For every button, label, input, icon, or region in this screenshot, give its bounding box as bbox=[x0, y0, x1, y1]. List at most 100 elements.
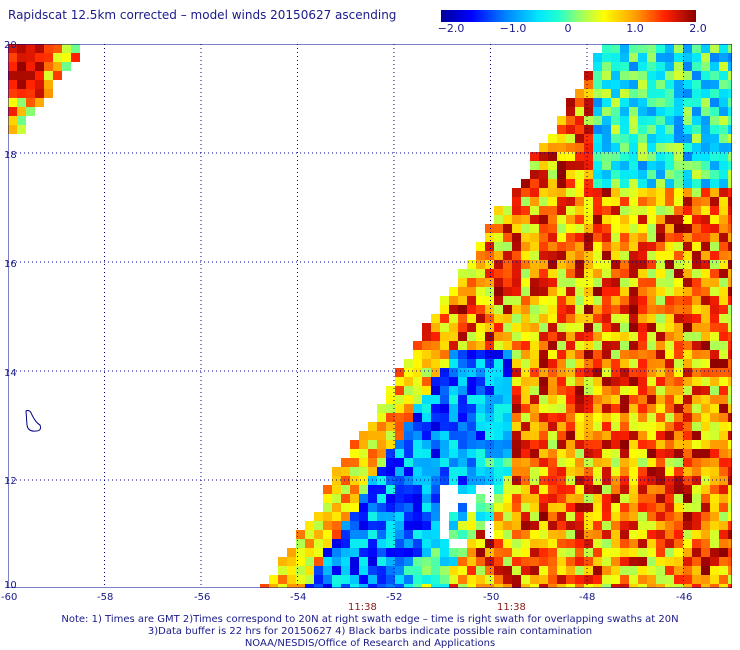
swath-cell bbox=[548, 467, 557, 476]
swath-cell bbox=[710, 98, 719, 107]
swath-cell bbox=[467, 296, 476, 305]
swath-cell bbox=[584, 341, 593, 350]
swath-cell bbox=[575, 584, 584, 588]
swath-cell bbox=[647, 377, 656, 386]
swath-cell bbox=[548, 269, 557, 278]
swath-cell bbox=[629, 116, 638, 125]
swath-cell bbox=[494, 566, 503, 575]
swath-cell bbox=[332, 485, 341, 494]
swath-cell bbox=[629, 341, 638, 350]
swath-cell bbox=[530, 512, 539, 521]
swath-cell bbox=[728, 233, 732, 242]
swath-cell bbox=[566, 584, 575, 588]
swath-cell bbox=[548, 323, 557, 332]
swath-cell bbox=[692, 494, 701, 503]
swath-cell bbox=[593, 179, 602, 188]
swath-cell bbox=[503, 503, 512, 512]
swath-cell bbox=[359, 575, 368, 584]
swath-cell bbox=[656, 566, 665, 575]
swath-cell bbox=[701, 98, 710, 107]
swath-cell bbox=[629, 413, 638, 422]
swath-cell bbox=[476, 512, 485, 521]
swath-cell bbox=[494, 503, 503, 512]
swath-cell bbox=[485, 269, 494, 278]
swath-cell bbox=[647, 269, 656, 278]
swath-cell bbox=[692, 350, 701, 359]
swath-cell bbox=[305, 548, 314, 557]
swath-cell bbox=[503, 548, 512, 557]
swath-cell bbox=[521, 485, 530, 494]
swath-cell bbox=[629, 503, 638, 512]
swath-cell bbox=[359, 458, 368, 467]
swath-cell bbox=[674, 494, 683, 503]
swath-cell bbox=[449, 404, 458, 413]
swath-cell bbox=[584, 116, 593, 125]
swath-cell bbox=[692, 323, 701, 332]
swath-cell bbox=[512, 494, 521, 503]
swath-cell bbox=[512, 422, 521, 431]
swath-cell bbox=[404, 557, 413, 566]
swath-cell bbox=[467, 539, 476, 548]
swath-cell bbox=[674, 296, 683, 305]
swath-cell bbox=[458, 386, 467, 395]
swath-cell bbox=[521, 539, 530, 548]
swath-cell bbox=[710, 575, 719, 584]
swath-cell bbox=[530, 539, 539, 548]
swath-cell bbox=[539, 440, 548, 449]
swath-cell bbox=[656, 206, 665, 215]
swath-cell bbox=[476, 359, 485, 368]
swath-cell bbox=[566, 467, 575, 476]
swath-cell bbox=[377, 584, 386, 588]
swath-cell bbox=[566, 332, 575, 341]
swath-cell bbox=[584, 368, 593, 377]
swath-cell bbox=[575, 314, 584, 323]
swath-cell bbox=[377, 530, 386, 539]
swath-cell bbox=[683, 575, 692, 584]
swath-cell bbox=[467, 305, 476, 314]
swath-cell bbox=[593, 116, 602, 125]
swath-cell bbox=[521, 242, 530, 251]
swath-cell bbox=[296, 575, 305, 584]
swath-cell bbox=[530, 341, 539, 350]
swath-cell bbox=[719, 134, 728, 143]
swath-cell bbox=[413, 467, 422, 476]
swath-cell bbox=[458, 413, 467, 422]
swath-cell bbox=[557, 539, 566, 548]
swath-cell bbox=[638, 206, 647, 215]
swath-cell bbox=[431, 359, 440, 368]
swath-cell bbox=[485, 377, 494, 386]
swath-cell bbox=[548, 134, 557, 143]
swath-cell bbox=[629, 539, 638, 548]
swath-cell bbox=[278, 584, 287, 588]
swath-cell bbox=[575, 386, 584, 395]
swath-cell bbox=[656, 404, 665, 413]
swath-cell bbox=[647, 566, 656, 575]
swath-cell bbox=[719, 494, 728, 503]
swath-cell bbox=[692, 521, 701, 530]
swath-cell bbox=[503, 377, 512, 386]
swath-cell bbox=[665, 323, 674, 332]
swath-cell bbox=[611, 242, 620, 251]
swath-cell bbox=[413, 350, 422, 359]
swath-cell bbox=[539, 152, 548, 161]
swath-cell bbox=[530, 422, 539, 431]
swath-cell bbox=[512, 530, 521, 539]
swath-cell bbox=[692, 44, 701, 53]
island-outline bbox=[25, 410, 41, 432]
swath-cell bbox=[602, 80, 611, 89]
swath-cell bbox=[593, 440, 602, 449]
swath-cell bbox=[539, 548, 548, 557]
swath-cell bbox=[629, 323, 638, 332]
swath-cell bbox=[575, 566, 584, 575]
swath-cell bbox=[422, 548, 431, 557]
swath-cell bbox=[665, 170, 674, 179]
swath-cell bbox=[692, 62, 701, 71]
swath-cell bbox=[629, 332, 638, 341]
swath-cell bbox=[8, 53, 17, 62]
swath-cell bbox=[413, 395, 422, 404]
swath-cell bbox=[350, 485, 359, 494]
swath-cell bbox=[629, 386, 638, 395]
swath-cell bbox=[512, 431, 521, 440]
swath-cell bbox=[548, 188, 557, 197]
swath-cell bbox=[611, 332, 620, 341]
